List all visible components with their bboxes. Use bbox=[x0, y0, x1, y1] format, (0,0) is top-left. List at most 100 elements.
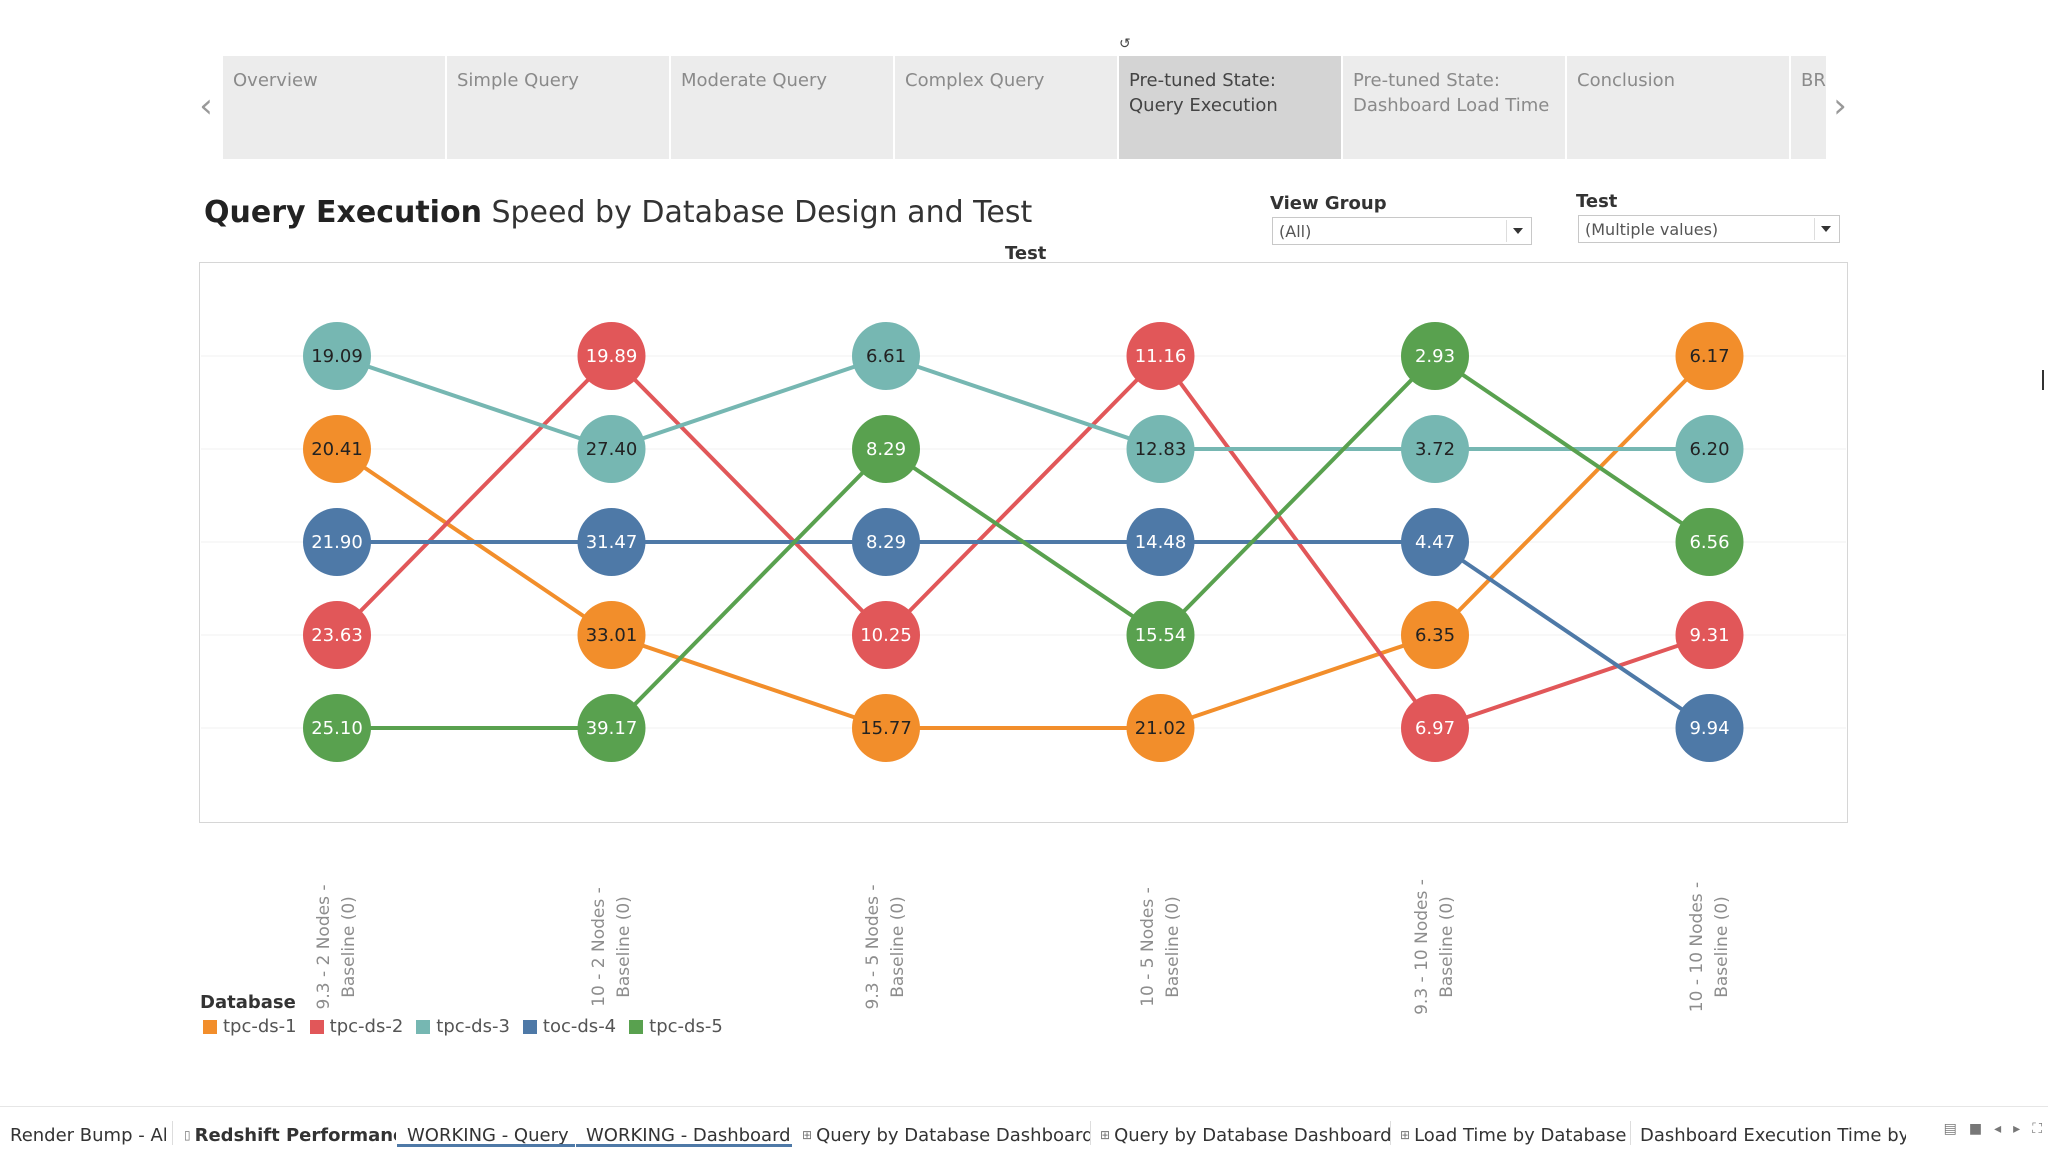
sheet-tab-query-by-database-dashboard-2[interactable]: ⊞ Query by Database Dashboard... bbox=[1090, 1115, 1390, 1147]
data-point-circle[interactable] bbox=[303, 322, 371, 390]
scroll-left-icon[interactable]: ◂ bbox=[1994, 1121, 2002, 1137]
data-point-circle[interactable] bbox=[1675, 322, 1744, 390]
legend-item[interactable]: tpc-ds-3 bbox=[416, 1016, 510, 1037]
data-point-circle[interactable] bbox=[852, 415, 920, 483]
data-point-circle[interactable] bbox=[852, 508, 920, 576]
view-group-dropdown[interactable]: (All) bbox=[1272, 217, 1532, 245]
data-point[interactable]: 6.97 bbox=[1401, 694, 1469, 762]
data-point-circle[interactable] bbox=[1126, 322, 1195, 390]
data-point[interactable]: 27.40 bbox=[577, 415, 646, 483]
data-point[interactable]: 2.93 bbox=[1401, 322, 1469, 390]
scroll-right-icon[interactable]: ▸ bbox=[2013, 1121, 2021, 1137]
data-point-circle[interactable] bbox=[577, 415, 646, 483]
sheet-tab-redshift-performance[interactable]: ▯ Redshift Performance bbox=[174, 1115, 396, 1147]
data-point-circle[interactable] bbox=[1401, 508, 1469, 576]
data-point-circle[interactable] bbox=[303, 415, 371, 483]
chevron-left-icon[interactable]: ‹ bbox=[199, 86, 213, 126]
story-tab-br[interactable]: BR bbox=[1791, 56, 1826, 159]
data-point[interactable]: 15.77 bbox=[852, 694, 920, 762]
story-tab-simple-query[interactable]: Simple Query bbox=[447, 56, 669, 159]
data-point-circle[interactable] bbox=[577, 694, 646, 762]
data-point[interactable]: 39.17 bbox=[577, 694, 646, 762]
data-point[interactable]: 23.63 bbox=[303, 601, 371, 669]
story-tab-complex-query[interactable]: Complex Query bbox=[895, 56, 1117, 159]
legend-item[interactable]: tpc-ds-5 bbox=[629, 1016, 723, 1037]
series-line-tpc-ds-2[interactable] bbox=[335, 352, 1711, 731]
legend-item[interactable]: toc-ds-4 bbox=[522, 1016, 616, 1037]
dashboard-icon: ⊞ bbox=[802, 1128, 813, 1142]
data-point-circle[interactable] bbox=[1675, 415, 1744, 483]
data-point[interactable]: 6.17 bbox=[1675, 322, 1744, 390]
story-tab-pretuned-query-execution[interactable]: Pre-tuned State: Query Execution bbox=[1119, 56, 1341, 159]
data-point[interactable]: 19.89 bbox=[577, 322, 646, 390]
revert-icon[interactable]: ↺ bbox=[1119, 36, 1131, 52]
data-label: 8.29 bbox=[866, 439, 906, 460]
data-point-circle[interactable] bbox=[303, 694, 371, 762]
data-point[interactable]: 21.02 bbox=[1126, 694, 1195, 762]
data-point-circle[interactable] bbox=[303, 508, 371, 576]
data-point[interactable]: 6.56 bbox=[1675, 508, 1744, 576]
series-line-tpc-ds-3[interactable] bbox=[336, 353, 1710, 452]
data-point-circle[interactable] bbox=[1401, 322, 1469, 390]
sheet-tab-working-query[interactable]: WORKING - Query bbox=[397, 1115, 575, 1147]
chevron-down-icon[interactable] bbox=[1506, 220, 1529, 242]
data-point-circle[interactable] bbox=[577, 508, 646, 576]
data-point-circle[interactable] bbox=[852, 601, 920, 669]
data-point-circle[interactable] bbox=[1401, 415, 1469, 483]
data-point[interactable]: 6.35 bbox=[1401, 601, 1469, 669]
story-tab-moderate-query[interactable]: Moderate Query bbox=[671, 56, 893, 159]
data-label: 9.94 bbox=[1689, 718, 1729, 739]
data-point-circle[interactable] bbox=[303, 601, 371, 669]
data-point[interactable]: 3.72 bbox=[1401, 415, 1469, 483]
sheet-tab-load-time-by-database[interactable]: ⊞ Load Time by Database bbox=[1390, 1115, 1632, 1147]
sheet-tab-dashboard-execution-time[interactable]: Dashboard Execution Time by Tes bbox=[1630, 1115, 1906, 1147]
sheet-tab-render-bump[interactable]: Render Bump - All bbox=[0, 1115, 166, 1147]
data-point-circle[interactable] bbox=[1675, 508, 1744, 576]
series-line-tpc-ds-5[interactable] bbox=[337, 353, 1711, 730]
sheet-tab-working-dashboard[interactable]: WORKING - Dashboard bbox=[576, 1115, 792, 1147]
data-point[interactable]: 31.47 bbox=[577, 508, 646, 576]
data-point[interactable]: 12.83 bbox=[1126, 415, 1195, 483]
story-tab-overview[interactable]: Overview bbox=[223, 56, 445, 159]
series-line-tpc-ds-1[interactable] bbox=[335, 354, 1711, 730]
data-point-circle[interactable] bbox=[1675, 601, 1744, 669]
data-point[interactable]: 21.90 bbox=[303, 508, 371, 576]
data-point[interactable]: 9.31 bbox=[1675, 601, 1744, 669]
data-point-circle[interactable] bbox=[1126, 601, 1195, 669]
data-point-circle[interactable] bbox=[1126, 415, 1195, 483]
chevron-right-icon[interactable]: › bbox=[1833, 86, 1847, 126]
data-point-circle[interactable] bbox=[577, 601, 646, 669]
show-filmstrip-icon[interactable]: ▤ bbox=[1943, 1121, 1957, 1137]
data-point[interactable]: 6.20 bbox=[1675, 415, 1744, 483]
data-point-circle[interactable] bbox=[1675, 694, 1744, 762]
data-point[interactable]: 8.29 bbox=[852, 508, 920, 576]
data-point-circle[interactable] bbox=[1401, 601, 1469, 669]
story-tab-conclusion[interactable]: Conclusion bbox=[1567, 56, 1789, 159]
data-point[interactable]: 9.94 bbox=[1675, 694, 1744, 762]
data-point[interactable]: 4.47 bbox=[1401, 508, 1469, 576]
data-point[interactable]: 8.29 bbox=[852, 415, 920, 483]
data-point[interactable]: 11.16 bbox=[1126, 322, 1195, 390]
data-point[interactable]: 19.09 bbox=[303, 322, 371, 390]
data-point-circle[interactable] bbox=[852, 694, 920, 762]
data-point[interactable]: 20.41 bbox=[303, 415, 371, 483]
expand-icon[interactable]: ⛶ bbox=[2032, 1121, 2042, 1137]
data-point-circle[interactable] bbox=[1126, 694, 1195, 762]
story-tab-pretuned-dashboard-load-time[interactable]: Pre-tuned State: Dashboard Load Time bbox=[1343, 56, 1565, 159]
data-point-circle[interactable] bbox=[1401, 694, 1469, 762]
data-point-circle[interactable] bbox=[1126, 508, 1195, 576]
data-point[interactable]: 6.61 bbox=[852, 322, 920, 390]
sheet-tab-query-by-database-dashboard[interactable]: ⊞ Query by Database Dashboard bbox=[792, 1115, 1090, 1147]
chevron-down-icon[interactable] bbox=[1814, 218, 1837, 240]
data-point[interactable]: 25.10 bbox=[303, 694, 371, 762]
show-sheet-sorter-icon[interactable]: ■ bbox=[1968, 1121, 1983, 1137]
data-point-circle[interactable] bbox=[852, 322, 920, 390]
data-point[interactable]: 15.54 bbox=[1126, 601, 1195, 669]
data-point[interactable]: 10.25 bbox=[852, 601, 920, 669]
data-point[interactable]: 33.01 bbox=[577, 601, 646, 669]
test-filter-dropdown[interactable]: (Multiple values) bbox=[1578, 215, 1840, 243]
legend-item[interactable]: tpc-ds-1 bbox=[203, 1016, 297, 1037]
data-point[interactable]: 14.48 bbox=[1126, 508, 1195, 576]
data-point-circle[interactable] bbox=[577, 322, 646, 390]
legend-item[interactable]: tpc-ds-2 bbox=[309, 1016, 403, 1037]
